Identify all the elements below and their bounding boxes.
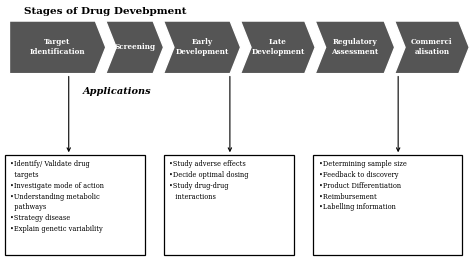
Polygon shape [241, 21, 315, 74]
Text: Early
Development: Early Development [175, 38, 229, 56]
Text: Commerci
alisation: Commerci alisation [411, 38, 453, 56]
Text: •Determining sample size
•Feedback to discovery
•Product Differentiation
•Reimbu: •Determining sample size •Feedback to di… [319, 160, 406, 211]
Polygon shape [106, 21, 164, 74]
Polygon shape [9, 21, 106, 74]
Text: Late
Development: Late Development [251, 38, 305, 56]
FancyBboxPatch shape [164, 155, 294, 255]
Text: Target
Identification: Target Identification [30, 38, 85, 56]
FancyBboxPatch shape [313, 155, 462, 255]
Polygon shape [315, 21, 395, 74]
Text: •Identify/ Validate drug
  targets
•Investigate mode of action
•Understanding me: •Identify/ Validate drug targets •Invest… [10, 160, 104, 233]
Text: Applications: Applications [83, 87, 152, 96]
Polygon shape [395, 21, 469, 74]
Text: Stages of Drug Devebpment: Stages of Drug Devebpment [24, 7, 186, 16]
Text: •Study adverse effects
•Decide optimal dosing
•Study drug-drug
   interactions: •Study adverse effects •Decide optimal d… [169, 160, 249, 200]
FancyBboxPatch shape [5, 155, 145, 255]
Text: Regulatory
Assessment: Regulatory Assessment [331, 38, 379, 56]
Text: Screening: Screening [114, 43, 155, 51]
Polygon shape [164, 21, 241, 74]
